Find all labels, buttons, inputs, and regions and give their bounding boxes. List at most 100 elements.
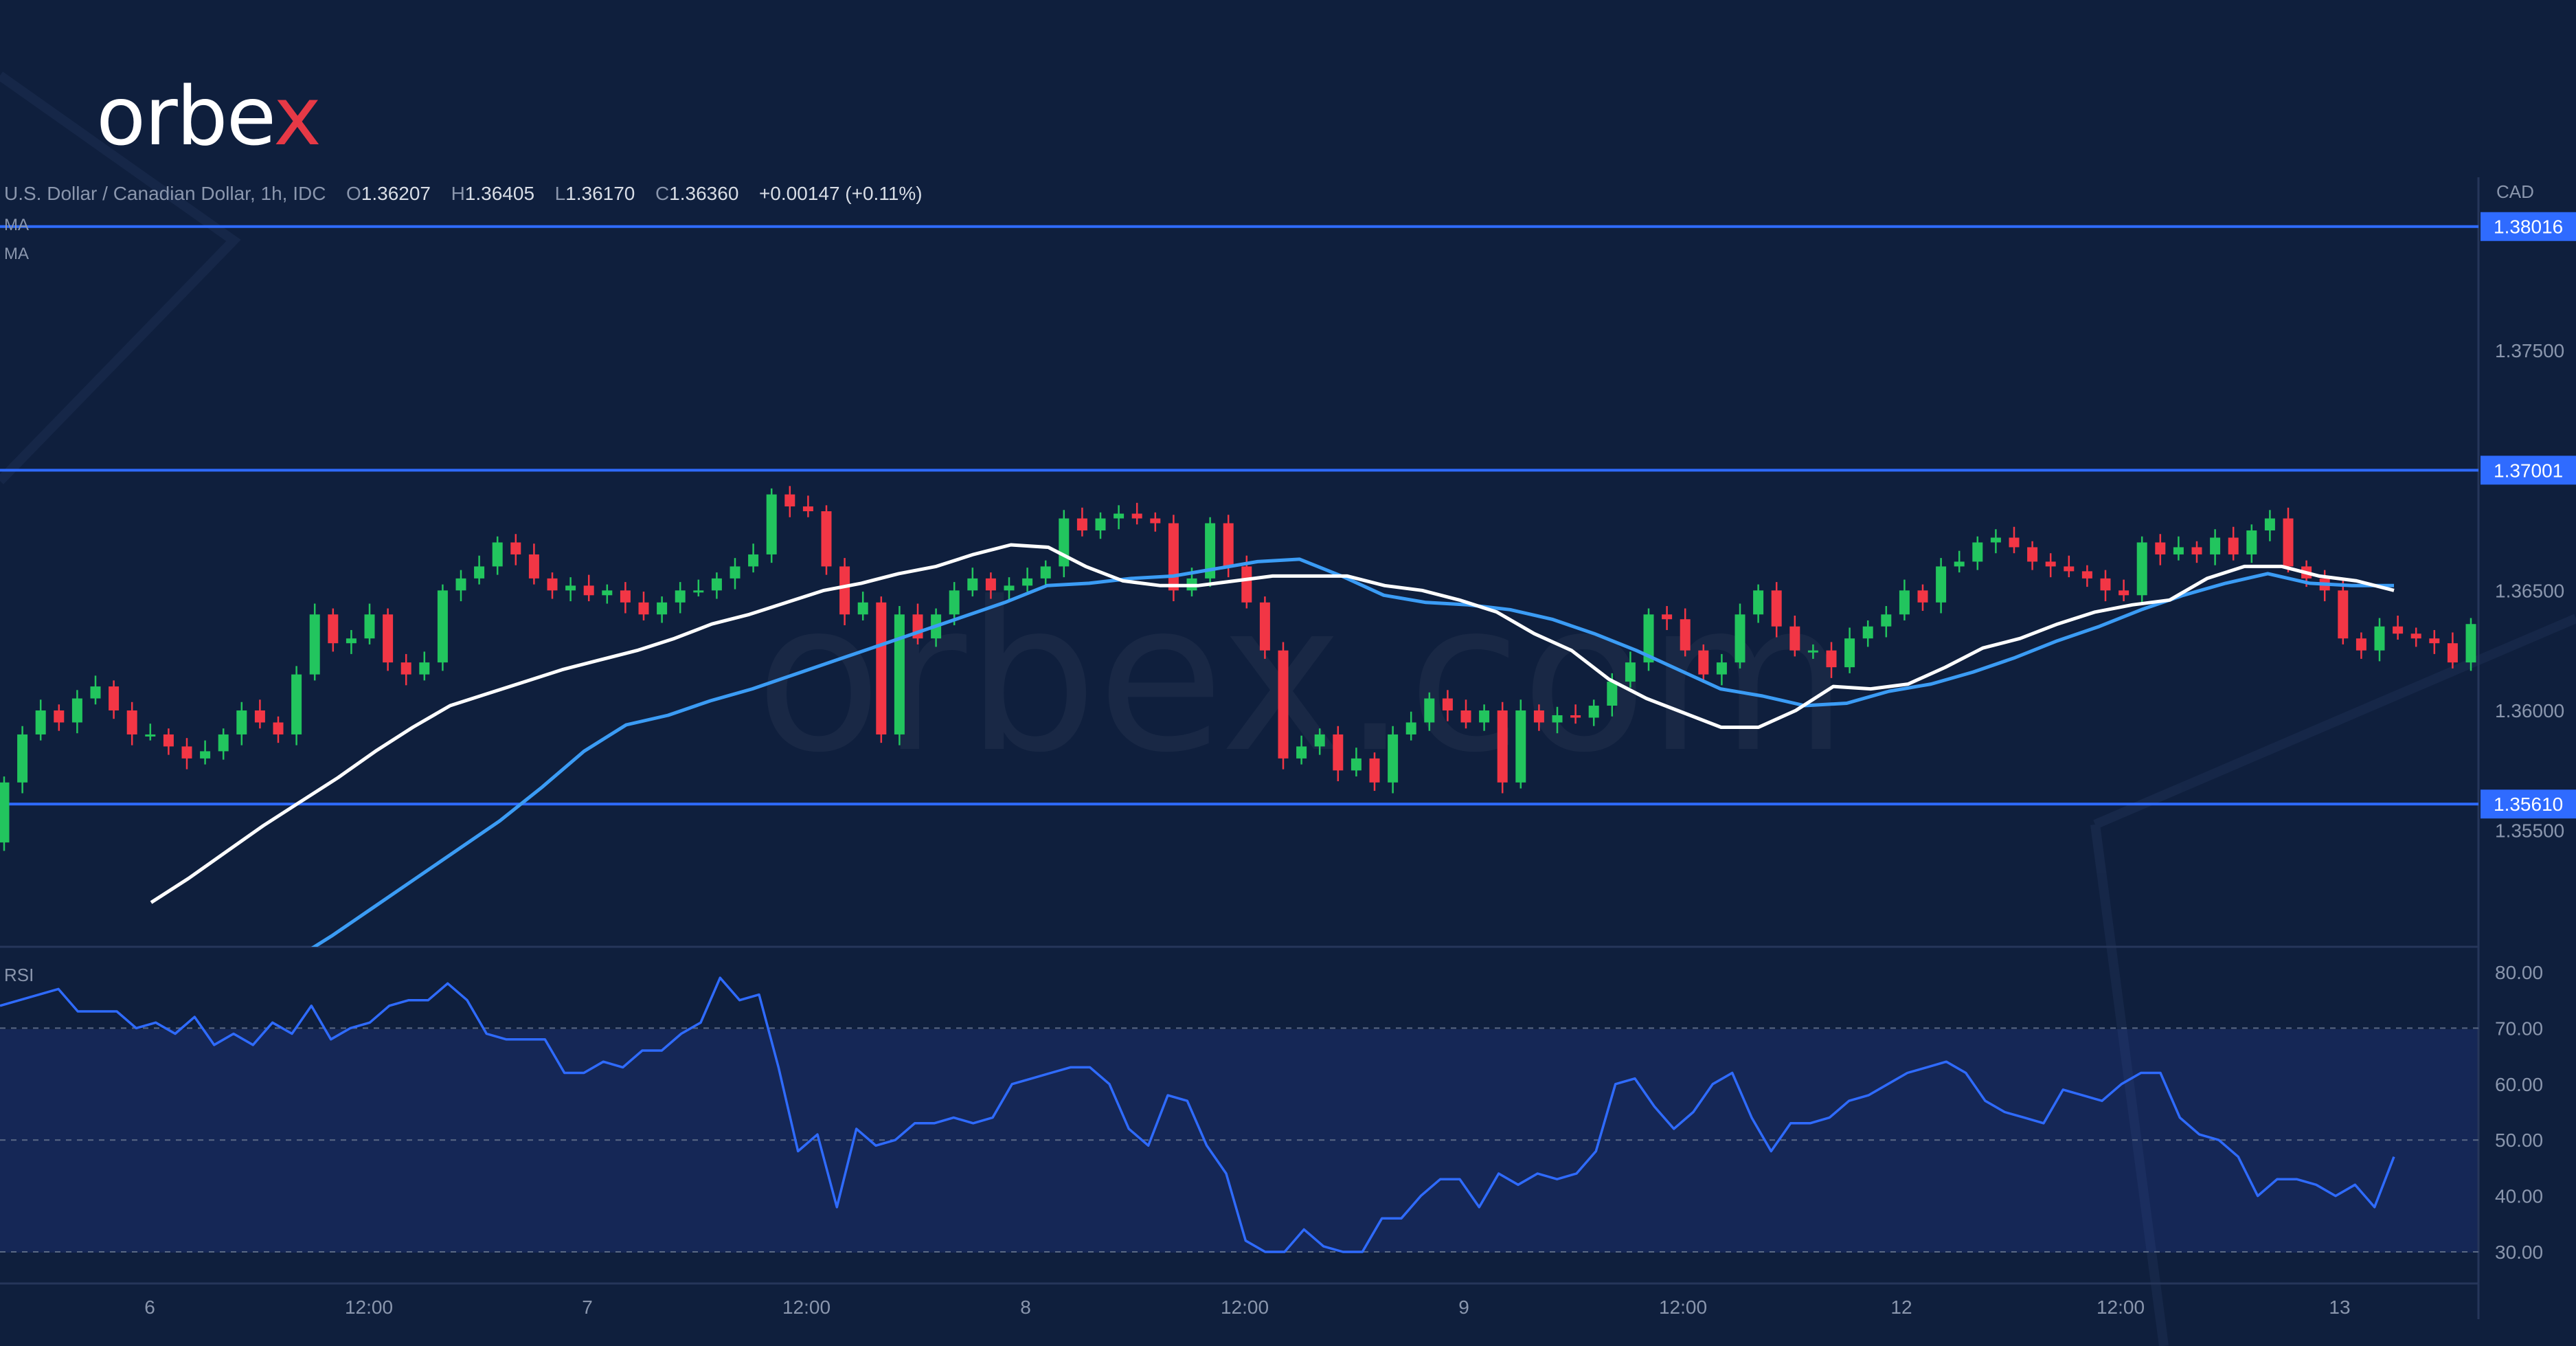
candle-25 bbox=[455, 570, 466, 602]
price-tick-1: 1.36500 bbox=[2495, 580, 2564, 601]
candle-28 bbox=[510, 534, 521, 565]
candle-119 bbox=[2173, 536, 2184, 561]
candle-16 bbox=[291, 666, 302, 745]
candle-30 bbox=[547, 572, 558, 599]
candle-116 bbox=[2119, 579, 2129, 602]
candle-122 bbox=[2228, 526, 2239, 561]
rsi-label: RSI bbox=[4, 965, 34, 985]
close-value: 1.36360 bbox=[669, 183, 739, 204]
candle-111 bbox=[2027, 541, 2038, 570]
price-axis-labels: 1.37500 1.36500 1.36000 1.35500 bbox=[2495, 340, 2564, 842]
candle-118 bbox=[2155, 534, 2166, 565]
candle-95 bbox=[1735, 603, 1745, 669]
candle-0 bbox=[0, 776, 10, 851]
candle-36 bbox=[657, 596, 668, 623]
candle-77 bbox=[1405, 711, 1416, 741]
candle-56 bbox=[1022, 568, 1033, 592]
candle-37 bbox=[675, 582, 686, 614]
candle-125 bbox=[2283, 507, 2294, 573]
high-label: H bbox=[451, 183, 465, 204]
candle-102 bbox=[1862, 620, 1873, 647]
candle-92 bbox=[1680, 608, 1691, 657]
candle-13 bbox=[236, 702, 247, 745]
candle-72 bbox=[1314, 728, 1325, 755]
candle-76 bbox=[1388, 726, 1399, 794]
rsi-tick-0: 80.00 bbox=[2495, 962, 2543, 983]
rsi-line bbox=[0, 976, 2395, 1253]
candle-49 bbox=[894, 606, 905, 745]
candle-75 bbox=[1369, 752, 1380, 792]
symbol-legend: U.S. Dollar / Canadian Dollar, 1h, IDC O… bbox=[4, 183, 923, 205]
candle-107 bbox=[1954, 550, 1965, 573]
candle-99 bbox=[1807, 644, 1818, 659]
candle-45 bbox=[821, 505, 832, 575]
low-value: 1.36170 bbox=[565, 183, 635, 204]
candle-6 bbox=[109, 680, 120, 719]
open-value: 1.36207 bbox=[361, 183, 431, 204]
candle-9 bbox=[163, 728, 174, 755]
candle-113 bbox=[2064, 555, 2075, 578]
candle-34 bbox=[620, 582, 631, 614]
candle-46 bbox=[839, 558, 850, 625]
candle-14 bbox=[254, 699, 265, 729]
change-value: +0.00147 (+0.11%) bbox=[758, 183, 923, 204]
rsi-tick-2: 60.00 bbox=[2495, 1074, 2543, 1095]
candle-26 bbox=[474, 555, 485, 585]
level-tag-text-0: 1.38016 bbox=[2494, 216, 2563, 238]
candle-96 bbox=[1753, 584, 1764, 623]
candle-23 bbox=[419, 651, 430, 681]
candle-73 bbox=[1333, 726, 1344, 782]
candle-60 bbox=[1095, 512, 1106, 539]
candle-39 bbox=[711, 572, 722, 599]
candle-80 bbox=[1460, 699, 1471, 729]
level-tag-1 bbox=[2481, 456, 2576, 485]
ma-legend-2: MA bbox=[4, 245, 29, 263]
candle-90 bbox=[1643, 608, 1654, 671]
candle-24 bbox=[437, 584, 448, 671]
candle-79 bbox=[1442, 690, 1453, 721]
candle-29 bbox=[528, 543, 539, 585]
candle-110 bbox=[2009, 526, 2020, 554]
candle-41 bbox=[748, 543, 759, 573]
candle-57 bbox=[1040, 560, 1051, 587]
candle-42 bbox=[766, 488, 777, 563]
candle-135 bbox=[2465, 618, 2476, 671]
candle-69 bbox=[1259, 596, 1270, 659]
candle-87 bbox=[1588, 699, 1599, 726]
level-tag-text-2: 1.35610 bbox=[2494, 794, 2563, 815]
time-tick-0: 6 bbox=[144, 1297, 155, 1318]
candle-124 bbox=[2264, 510, 2275, 541]
rsi-axis-labels: 80.00 70.00 60.00 50.00 40.00 30.00 bbox=[2495, 962, 2543, 1263]
background-decor bbox=[0, 71, 2576, 1346]
candle-85 bbox=[1552, 706, 1563, 734]
price-tick-3: 1.35500 bbox=[2495, 820, 2564, 842]
rsi-tick-3: 50.00 bbox=[2495, 1130, 2543, 1151]
level-tag-text-1: 1.37001 bbox=[2494, 460, 2563, 481]
candle-35 bbox=[638, 592, 649, 620]
candle-22 bbox=[400, 653, 411, 686]
candle-81 bbox=[1479, 704, 1490, 731]
candle-128 bbox=[2338, 579, 2349, 644]
candle-38 bbox=[693, 579, 704, 597]
rsi-tick-5: 30.00 bbox=[2495, 1242, 2543, 1263]
time-tick-9: 12:00 bbox=[2097, 1297, 2145, 1318]
rsi-tick-1: 70.00 bbox=[2495, 1018, 2543, 1039]
candle-8 bbox=[145, 724, 156, 741]
candle-53 bbox=[967, 568, 978, 597]
currency-label: CAD bbox=[2496, 181, 2534, 202]
candle-114 bbox=[2081, 565, 2092, 587]
symbol-name: U.S. Dollar / Canadian Dollar, 1h, IDC bbox=[4, 183, 326, 204]
time-tick-4: 8 bbox=[1020, 1297, 1031, 1318]
candle-98 bbox=[1789, 616, 1800, 657]
time-tick-2: 7 bbox=[582, 1297, 593, 1318]
candle-44 bbox=[802, 495, 813, 517]
candle-94 bbox=[1716, 653, 1727, 686]
candle-106 bbox=[1936, 558, 1947, 614]
level-tag-0 bbox=[2481, 212, 2576, 241]
candle-33 bbox=[602, 584, 613, 604]
candle-7 bbox=[126, 702, 137, 745]
candle-59 bbox=[1076, 507, 1087, 537]
candle-31 bbox=[565, 577, 576, 602]
candle-66 bbox=[1205, 517, 1216, 587]
